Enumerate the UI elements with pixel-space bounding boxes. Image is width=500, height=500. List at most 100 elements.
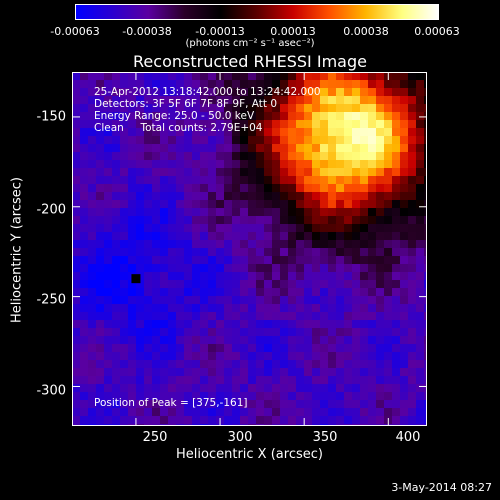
heatmap-cell bbox=[392, 112, 401, 121]
heatmap-cell bbox=[256, 304, 265, 313]
heatmap-cell bbox=[264, 328, 273, 337]
heatmap-cell bbox=[80, 136, 89, 145]
heatmap-cell bbox=[280, 344, 289, 353]
heatmap-cell bbox=[280, 176, 289, 185]
heatmap-cell bbox=[328, 256, 337, 265]
heatmap-cell bbox=[416, 336, 425, 345]
heatmap-cell bbox=[200, 168, 209, 177]
heatmap-cell bbox=[176, 168, 185, 177]
heatmap-cell bbox=[400, 368, 409, 377]
heatmap-cell bbox=[400, 408, 409, 417]
heatmap-cell bbox=[360, 128, 369, 137]
heatmap-cell bbox=[264, 224, 273, 233]
heatmap-cell bbox=[168, 400, 177, 409]
heatmap-cell bbox=[312, 328, 321, 337]
heatmap-cell bbox=[312, 392, 321, 401]
heatmap-cell bbox=[296, 200, 305, 209]
heatmap-cell bbox=[264, 416, 273, 425]
heatmap-cell bbox=[240, 304, 249, 313]
heatmap-cell bbox=[232, 168, 241, 177]
heatmap-cell bbox=[216, 112, 225, 121]
heatmap-cell bbox=[400, 288, 409, 297]
heatmap-cell bbox=[328, 336, 337, 345]
heatmap-cell bbox=[96, 272, 105, 281]
heatmap-cell bbox=[96, 408, 105, 417]
heatmap-cell bbox=[120, 336, 129, 345]
heatmap-cell bbox=[104, 208, 113, 217]
heatmap-cell bbox=[136, 312, 145, 321]
heatmap-cell bbox=[224, 248, 233, 257]
heatmap-cell bbox=[184, 88, 193, 97]
heatmap-cell bbox=[296, 152, 305, 161]
heatmap-cell bbox=[72, 296, 81, 305]
heatmap-cell bbox=[256, 96, 265, 105]
heatmap-cell bbox=[224, 296, 233, 305]
heatmap-cell bbox=[272, 88, 281, 97]
heatmap-cell bbox=[240, 256, 249, 265]
heatmap-cell bbox=[312, 384, 321, 393]
heatmap-cell bbox=[344, 72, 353, 81]
heatmap-cell bbox=[184, 360, 193, 369]
heatmap-cell bbox=[152, 272, 161, 281]
heatmap-cell bbox=[416, 296, 425, 305]
heatmap-cell bbox=[256, 264, 265, 273]
heatmap-cell bbox=[232, 104, 241, 113]
heatmap-cell bbox=[400, 240, 409, 249]
heatmap-cell bbox=[384, 176, 393, 185]
heatmap-cell bbox=[144, 296, 153, 305]
heatmap-cell bbox=[400, 344, 409, 353]
heatmap-cell bbox=[400, 328, 409, 337]
heatmap-cell bbox=[312, 176, 321, 185]
heatmap-cell bbox=[264, 216, 273, 225]
heatmap-cell bbox=[352, 104, 361, 113]
heatmap-cell bbox=[304, 96, 313, 105]
heatmap-cell bbox=[128, 168, 137, 177]
heatmap-cell bbox=[352, 352, 361, 361]
heatmap-cell bbox=[288, 160, 297, 169]
heatmap-cell bbox=[368, 256, 377, 265]
heatmap-cell bbox=[208, 112, 217, 121]
heatmap-cell bbox=[248, 96, 257, 105]
heatmap-cell bbox=[160, 384, 169, 393]
heatmap-cell bbox=[288, 176, 297, 185]
heatmap-cell bbox=[224, 232, 233, 241]
heatmap-cell bbox=[96, 208, 105, 217]
heatmap-cell bbox=[80, 152, 89, 161]
heatmap-cell bbox=[328, 400, 337, 409]
heatmap-cell bbox=[176, 296, 185, 305]
heatmap-cell bbox=[312, 304, 321, 313]
heatmap-cell bbox=[112, 256, 121, 265]
heatmap-cell bbox=[376, 248, 385, 257]
heatmap-cell bbox=[264, 248, 273, 257]
heatmap-cell bbox=[368, 376, 377, 385]
heatmap-cell bbox=[128, 216, 137, 225]
heatmap-cell bbox=[144, 256, 153, 265]
heatmap-cell bbox=[272, 320, 281, 329]
heatmap-cell bbox=[80, 368, 89, 377]
heatmap-cell bbox=[80, 208, 89, 217]
heatmap-cell bbox=[352, 240, 361, 249]
heatmap-cell bbox=[136, 296, 145, 305]
heatmap-cell bbox=[360, 96, 369, 105]
heatmap-cell bbox=[224, 80, 233, 89]
heatmap-cell bbox=[288, 280, 297, 289]
heatmap-cell bbox=[216, 128, 225, 137]
heatmap-cell bbox=[200, 192, 209, 201]
heatmap-cell bbox=[296, 280, 305, 289]
heatmap-cell bbox=[424, 72, 427, 81]
heatmap-cell bbox=[400, 304, 409, 313]
heatmap-cell bbox=[128, 344, 137, 353]
heatmap-cell bbox=[336, 416, 345, 425]
heatmap-cell bbox=[336, 184, 345, 193]
heatmap-cell bbox=[184, 376, 193, 385]
heatmap-cell bbox=[136, 184, 145, 193]
heatmap-cell bbox=[232, 280, 241, 289]
heatmap-cell bbox=[408, 408, 417, 417]
heatmap-cell bbox=[408, 232, 417, 241]
heatmap-cell bbox=[248, 392, 257, 401]
heatmap-cell bbox=[376, 336, 385, 345]
heatmap-cell bbox=[288, 408, 297, 417]
heatmap-cell bbox=[392, 216, 401, 225]
heatmap-cell bbox=[144, 224, 153, 233]
heatmap-cell bbox=[240, 240, 249, 249]
